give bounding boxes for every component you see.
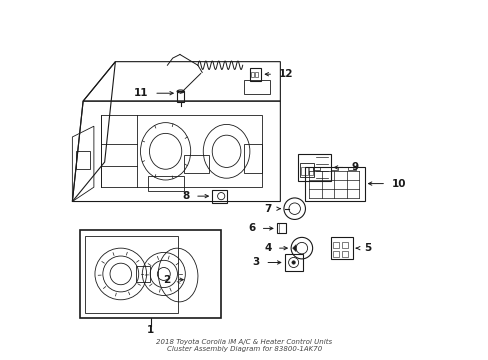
Bar (308, 167, 312, 175)
Bar (276, 224, 285, 233)
Text: 2: 2 (163, 275, 170, 285)
Circle shape (291, 261, 295, 264)
Bar (251, 72, 254, 77)
Bar (300, 167, 307, 175)
Bar (147, 176, 183, 191)
Polygon shape (292, 244, 296, 252)
Bar (80, 230, 221, 318)
Text: 10: 10 (391, 179, 405, 189)
Bar (330, 167, 337, 170)
Bar (255, 72, 258, 77)
Bar (312, 167, 319, 170)
Bar (332, 251, 339, 257)
Bar (330, 237, 352, 259)
Bar (85, 235, 178, 313)
Bar (298, 154, 330, 181)
Bar (244, 144, 262, 173)
Bar (136, 266, 150, 282)
Text: 5: 5 (364, 243, 371, 253)
Bar (341, 251, 347, 257)
Bar (348, 167, 355, 170)
Bar (249, 68, 261, 81)
Bar (341, 242, 347, 248)
Bar (244, 80, 269, 94)
Bar (212, 190, 226, 203)
Bar (76, 151, 90, 169)
Bar (183, 155, 208, 173)
Text: 6: 6 (247, 224, 255, 233)
Bar (284, 253, 302, 271)
Bar (300, 163, 313, 177)
Text: 11: 11 (134, 88, 148, 98)
Bar (332, 242, 339, 248)
Text: 8: 8 (182, 191, 189, 201)
Text: 12: 12 (278, 69, 292, 79)
Bar (177, 91, 184, 102)
Text: 4: 4 (264, 243, 271, 253)
Text: 3: 3 (252, 257, 260, 267)
Text: 2018 Toyota Corolla iM A/C & Heater Control Units
Cluster Assembly Diagram for 8: 2018 Toyota Corolla iM A/C & Heater Cont… (156, 339, 332, 352)
Text: 1: 1 (146, 325, 154, 335)
Bar (305, 167, 364, 201)
Text: 7: 7 (264, 204, 271, 214)
Text: 9: 9 (350, 162, 357, 172)
